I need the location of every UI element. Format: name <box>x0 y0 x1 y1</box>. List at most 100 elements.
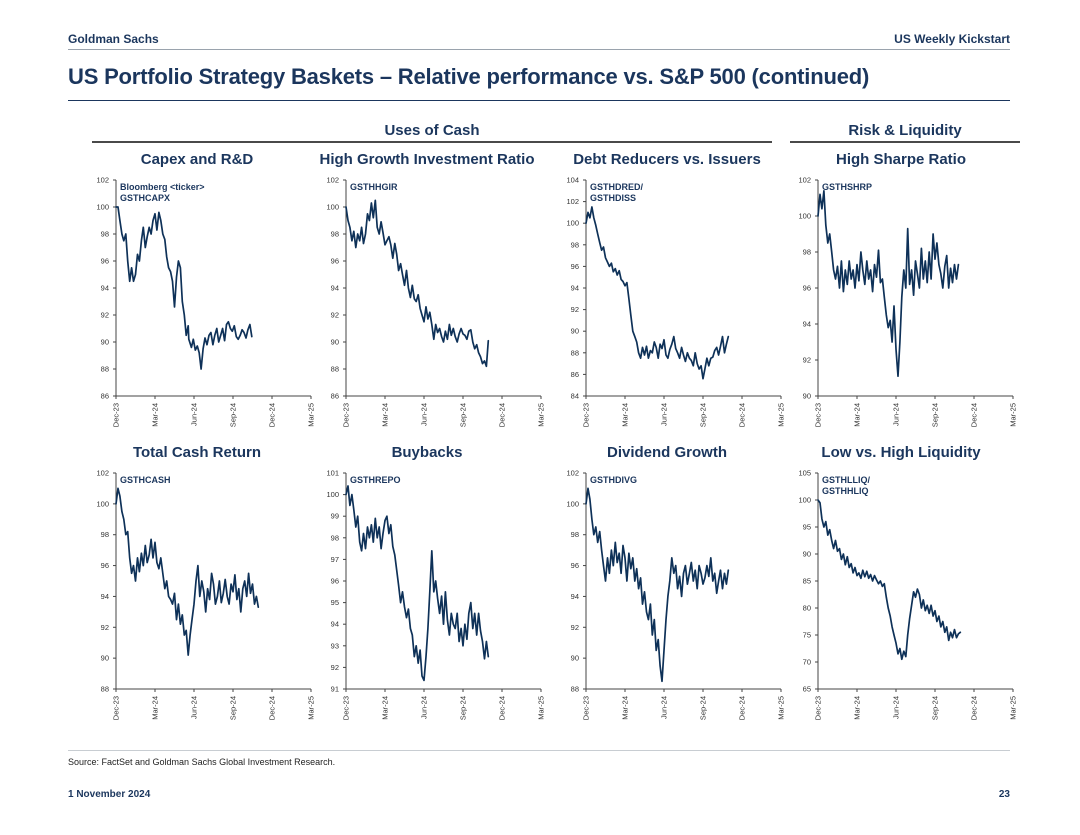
y-tick-label: 90 <box>803 550 811 559</box>
page-number: 23 <box>998 789 1010 800</box>
x-tick-label: Jun-24 <box>892 696 901 719</box>
y-tick-label: 98 <box>101 230 109 239</box>
x-tick-label: Dec-24 <box>268 403 277 427</box>
y-tick-label: 84 <box>571 392 579 401</box>
section-title-uses-of-cash: Uses of Cash <box>384 122 480 139</box>
y-tick-label: 88 <box>101 685 109 694</box>
chart-high-growth: 86 88 90 92 94 96 98 100 102 Dec-23 Mar-24 Jun-24 Se… <box>326 176 545 428</box>
y-tick-label: 86 <box>571 370 579 379</box>
legend-label: GSTHCAPX <box>120 193 170 203</box>
y-tick-label: 100 <box>96 203 109 212</box>
y-tick-label: 99 <box>331 512 339 521</box>
series-line <box>345 485 490 682</box>
y-tick-label: 86 <box>331 392 339 401</box>
series-line <box>817 499 962 661</box>
x-tick-label: Dec-24 <box>738 403 747 427</box>
legend-label: GSTHDRED/ <box>590 182 644 192</box>
series-line <box>585 206 730 380</box>
chart-title-capex: Capex and R&D <box>140 151 254 168</box>
x-tick-label: Jun-24 <box>660 403 669 426</box>
chart-debt-reducers: 84 86 88 90 92 94 96 98 100 102 104 Dec-23 Mar-24 Jun… <box>566 176 786 428</box>
x-tick-label: Mar-24 <box>151 696 160 720</box>
series-line <box>345 199 490 368</box>
x-tick-label: Mar-24 <box>381 696 390 720</box>
y-tick-label: 94 <box>571 284 579 293</box>
chart-title-high-growth: High Growth Investment Ratio <box>319 151 535 168</box>
y-tick-label: 105 <box>798 469 811 478</box>
x-tick-label: Sep-24 <box>699 696 708 720</box>
legend-label: GSTHDIVG <box>590 475 637 485</box>
x-tick-label: Mar-25 <box>777 403 786 427</box>
legend-label: GSTHREPO <box>350 475 401 485</box>
y-tick-label: 92 <box>803 356 811 365</box>
x-tick-label: Sep-24 <box>459 696 468 720</box>
y-tick-label: 95 <box>803 523 811 532</box>
x-tick-label: Dec-23 <box>342 403 351 427</box>
x-tick-label: Jun-24 <box>190 696 199 719</box>
x-tick-label: Jun-24 <box>420 403 429 426</box>
y-tick-label: 95 <box>331 598 339 607</box>
y-tick-label: 90 <box>101 338 109 347</box>
y-tick-label: 94 <box>101 284 109 293</box>
x-tick-label: Mar-25 <box>307 403 316 427</box>
x-tick-label: Dec-24 <box>970 403 979 427</box>
x-tick-label: Mar-24 <box>853 696 862 720</box>
title-divider <box>68 100 1010 101</box>
series-line <box>115 487 260 656</box>
x-tick-label: Dec-23 <box>582 696 591 720</box>
x-tick-label: Sep-24 <box>699 403 708 427</box>
y-tick-label: 100 <box>566 499 579 508</box>
y-tick-label: 102 <box>326 176 339 185</box>
y-tick-label: 65 <box>803 685 811 694</box>
report-name: US Weekly Kickstart <box>894 32 1010 46</box>
y-tick-label: 92 <box>331 311 339 320</box>
y-tick-label: 80 <box>803 604 811 613</box>
legend-label: GSTHSHRP <box>822 182 872 192</box>
x-tick-label: Dec-23 <box>582 403 591 427</box>
y-tick-label: 98 <box>571 530 579 539</box>
x-tick-label: Mar-25 <box>537 696 546 720</box>
chart-title-buybacks: Buybacks <box>391 444 463 461</box>
x-tick-label: Mar-25 <box>1009 696 1018 720</box>
y-tick-label: 102 <box>566 469 579 478</box>
y-tick-label: 88 <box>571 348 579 357</box>
y-tick-label: 101 <box>326 469 339 478</box>
x-tick-label: Sep-24 <box>931 403 940 427</box>
chart-title-debt-reducers: Debt Reducers vs. Issuers <box>573 151 761 168</box>
y-tick-label: 96 <box>571 561 579 570</box>
y-tick-label: 88 <box>331 365 339 374</box>
x-tick-label: Sep-24 <box>229 403 238 427</box>
x-tick-label: Jun-24 <box>892 403 901 426</box>
y-tick-label: 94 <box>331 284 339 293</box>
y-tick-label: 96 <box>331 257 339 266</box>
chart-buybacks: 91 92 93 94 95 96 97 98 99 100 101 Dec-23 Mar-24 Jun-… <box>326 469 546 721</box>
y-tick-label: 93 <box>331 641 339 650</box>
x-tick-label: Jun-24 <box>190 403 199 426</box>
x-tick-label: Jun-24 <box>420 696 429 719</box>
y-tick-label: 85 <box>803 577 811 586</box>
y-tick-label: 92 <box>101 623 109 632</box>
section-title-risk-liquidity: Risk & Liquidity <box>848 122 962 139</box>
x-tick-label: Dec-23 <box>814 696 823 720</box>
y-tick-label: 96 <box>101 561 109 570</box>
brand-name: Goldman Sachs <box>68 32 159 46</box>
legend-label: GSTHDISS <box>590 193 636 203</box>
chart-title-dividend-growth: Dividend Growth <box>607 444 727 461</box>
x-tick-label: Dec-23 <box>814 403 823 427</box>
x-tick-label: Sep-24 <box>229 696 238 720</box>
y-tick-label: 75 <box>803 631 811 640</box>
x-tick-label: Mar-25 <box>1009 403 1018 427</box>
y-tick-label: 98 <box>331 533 339 542</box>
legend-label: GSTHLLIQ/ <box>822 475 870 485</box>
y-tick-label: 100 <box>326 203 339 212</box>
y-tick-label: 90 <box>331 338 339 347</box>
x-tick-label: Dec-24 <box>498 696 507 720</box>
x-tick-label: Mar-24 <box>151 403 160 427</box>
y-tick-label: 104 <box>566 176 579 185</box>
y-tick-label: 92 <box>571 623 579 632</box>
x-tick-label: Sep-24 <box>931 696 940 720</box>
y-tick-label: 96 <box>803 284 811 293</box>
x-tick-label: Mar-25 <box>777 696 786 720</box>
y-tick-label: 96 <box>331 577 339 586</box>
chart-dividend-growth: 88 90 92 94 96 98 100 102 Dec-23 Mar-24 Jun-24 Sep-… <box>566 469 786 721</box>
